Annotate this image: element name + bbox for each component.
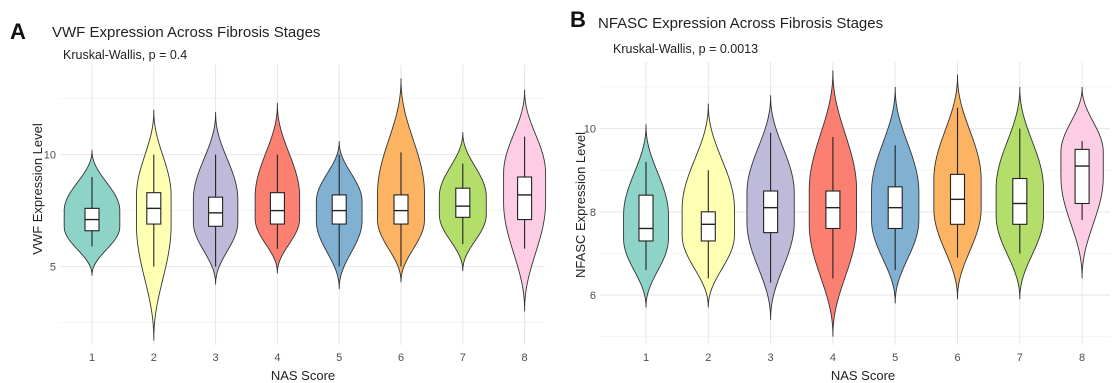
y-tick-label: 5 <box>50 262 56 274</box>
x-tick-label: 6 <box>398 352 404 364</box>
x-axis-title: NAS Score <box>831 368 895 383</box>
tick-labels: 5 10 1 2 3 4 5 6 7 8 <box>44 150 528 364</box>
panel-letter: A <box>10 19 26 44</box>
box-5 <box>331 194 347 225</box>
y-axis-title: VWF Expression Level <box>30 123 45 255</box>
y-tick-label: 10 <box>584 124 596 136</box>
chart-title: NFASC Expression Across Fibrosis Stages <box>598 15 883 32</box>
box-3 <box>208 196 224 227</box>
x-tick-label: 1 <box>89 352 95 364</box>
box-4 <box>269 192 285 225</box>
panel-letter: B <box>570 7 586 32</box>
box-3 <box>763 190 779 234</box>
x-axis-title: NAS Score <box>271 368 335 383</box>
x-tick-label: 5 <box>336 352 342 364</box>
x-tick-label: 2 <box>705 352 711 364</box>
box-8 <box>1074 148 1090 205</box>
x-tick-label: 6 <box>954 352 960 364</box>
y-tick-label: 6 <box>590 290 596 302</box>
violins <box>63 78 547 341</box>
x-tick-label: 2 <box>151 352 157 364</box>
box-2 <box>700 211 716 242</box>
panel-b: B NFASC Expression Across Fibrosis Stage… <box>570 7 1110 383</box>
panel-a: A VWF Expression Across Fibrosis Stages … <box>10 19 547 383</box>
x-tick-label: 4 <box>274 352 280 364</box>
x-tick-label: 8 <box>522 352 528 364</box>
stat-annotation: Kruskal-Wallis, p = 0.4 <box>63 48 187 62</box>
x-tick-label: 1 <box>643 352 649 364</box>
y-axis-title: NFASC Expression Level <box>573 132 588 278</box>
box-7 <box>455 187 471 218</box>
y-tick-label: 10 <box>44 150 56 162</box>
box-1 <box>638 194 654 242</box>
box-4 <box>825 190 841 230</box>
x-tick-label: 7 <box>1017 352 1023 364</box>
chart-title: VWF Expression Across Fibrosis Stages <box>52 24 320 41</box>
x-tick-label: 7 <box>460 352 466 364</box>
box-6 <box>393 194 409 225</box>
x-tick-label: 5 <box>892 352 898 364</box>
x-tick-label: 3 <box>213 352 219 364</box>
x-tick-label: 4 <box>830 352 836 364</box>
stat-annotation: Kruskal-Wallis, p = 0.0013 <box>613 42 758 56</box>
y-tick-label: 8 <box>590 207 596 219</box>
box-7 <box>1012 177 1028 225</box>
x-tick-label: 8 <box>1079 352 1085 364</box>
violins <box>623 70 1104 337</box>
box-8 <box>517 176 533 221</box>
x-tick-label: 3 <box>768 352 774 364</box>
